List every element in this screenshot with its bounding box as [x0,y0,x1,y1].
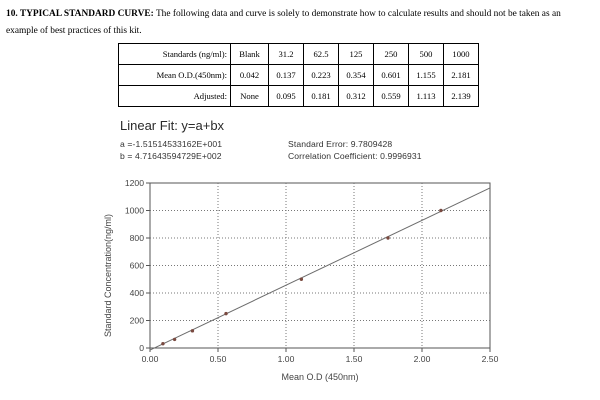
table-row: Mean O.D.(450nm): 0.042 0.137 0.223 0.35… [118,64,479,86]
y-axis-label: Standard Concentration(ng/ml) [103,214,113,337]
data-point [439,208,443,213]
fit-coefficient-a: a =-1.51514533162E+001 [120,139,223,149]
table-cell: 0.559 [373,85,409,107]
y-tick-label: 0 [139,343,144,353]
fit-coefficient-b: b = 4.71643594729E+002 [120,151,222,161]
x-tick-label: 0.00 [142,354,159,364]
table-row: Adjusted: None 0.095 0.181 0.312 0.559 1… [118,85,479,107]
data-point [161,342,165,346]
y-tick-label: 600 [130,261,145,271]
data-point [299,277,304,281]
x-axis-label: Mean O.D (450nm) [281,372,358,382]
fit-line [149,187,491,351]
row-header: Adjusted: [118,85,231,107]
y-tick-label: 800 [130,233,145,243]
y-tick-label: 400 [130,288,145,298]
x-tick-label: 2.00 [414,354,431,364]
section-heading-text: The following data and curve is solely t… [6,9,561,36]
table-cell: 2.139 [443,85,479,107]
fit-correlation-coefficient: Correlation Coefficient: 0.9996931 [288,151,422,161]
data-point [224,311,228,316]
x-tick-label: 0.50 [210,354,227,364]
data-point [386,236,390,240]
y-tick-label: 1200 [125,178,144,188]
section-heading: 10. TYPICAL STANDARD CURVE: The followin… [6,6,594,40]
fit-title: Linear Fit: y=a+bx [120,118,225,133]
section-heading-title: 10. TYPICAL STANDARD CURVE: [6,9,154,19]
data-point [190,329,195,333]
x-tick-label: 2.50 [482,354,499,364]
y-tick-label: 200 [130,316,145,326]
x-tick-label: 1.50 [346,354,363,364]
standards-table: Standards (ng/ml): Blank 31.2 62.5 125 2… [118,43,479,107]
x-tick-label: 1.00 [278,354,295,364]
data-point [172,337,177,342]
y-tick-label: 1000 [125,206,144,216]
fit-standard-error: Standard Error: 9.7809428 [288,139,393,149]
